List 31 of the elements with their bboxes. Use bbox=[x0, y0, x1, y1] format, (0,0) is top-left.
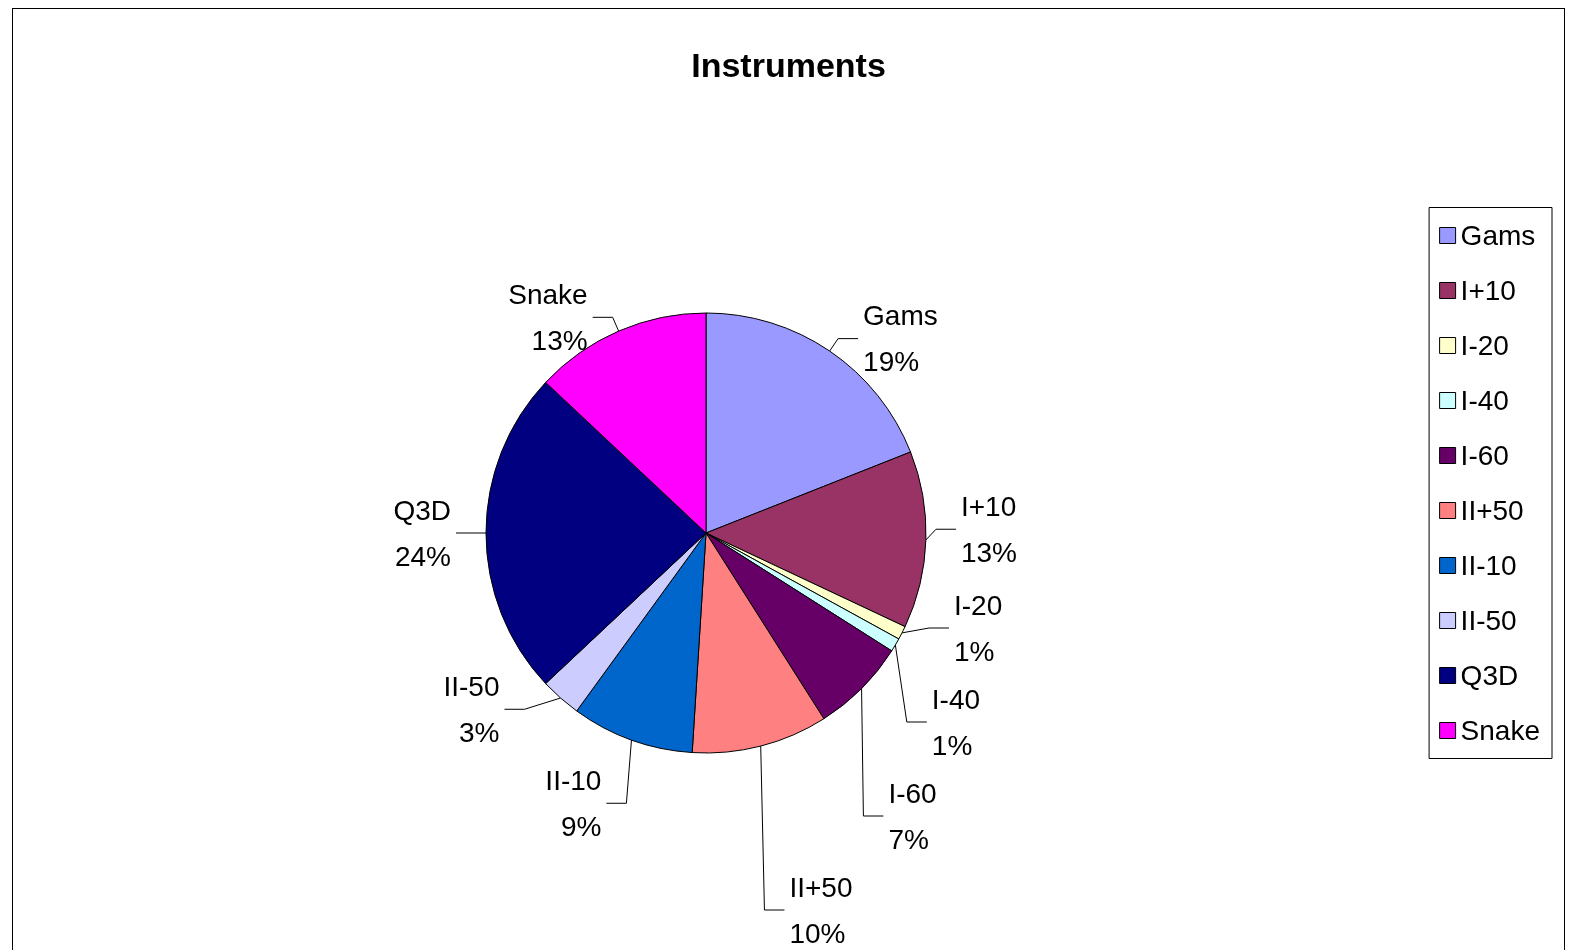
slice-label: I+10 bbox=[960, 490, 1017, 522]
legend-label: I-40 bbox=[1460, 385, 1509, 416]
slice-label: Snake bbox=[508, 278, 588, 310]
legend-label: Q3D bbox=[1460, 660, 1519, 691]
legend-label: I-60 bbox=[1460, 440, 1509, 471]
data-label: 1% bbox=[953, 635, 995, 667]
slice-label: I-60 bbox=[888, 777, 937, 809]
slice-label: Q3D bbox=[393, 494, 451, 526]
legend-label: II-50 bbox=[1460, 605, 1517, 636]
slice-label: II-50 bbox=[443, 670, 500, 702]
data-label: 1% bbox=[931, 729, 973, 761]
data-label: 13% bbox=[531, 324, 588, 356]
slice-label: II+50 bbox=[789, 871, 853, 903]
slice-label: I-20 bbox=[953, 589, 1003, 621]
slice-label: I-40 bbox=[931, 683, 981, 715]
data-label: 10% bbox=[789, 917, 846, 949]
data-label: 19% bbox=[863, 346, 920, 378]
data-label: 13% bbox=[960, 536, 1018, 568]
data-label: 3% bbox=[459, 716, 500, 748]
slice-label: II-10 bbox=[545, 764, 602, 796]
data-label: 7% bbox=[888, 823, 929, 855]
legend-label: Gams bbox=[1460, 220, 1536, 251]
legend-label: II+50 bbox=[1460, 495, 1524, 526]
legend-label: I+10 bbox=[1460, 275, 1516, 306]
legend-label: I-20 bbox=[1460, 330, 1509, 361]
legend-label: II-10 bbox=[1460, 550, 1517, 581]
data-label: 9% bbox=[560, 810, 602, 842]
slice-label: Gams bbox=[863, 300, 938, 332]
legend-label: Snake bbox=[1460, 715, 1541, 746]
data-label: 24% bbox=[394, 540, 451, 572]
chart-title: Instruments bbox=[691, 46, 886, 84]
